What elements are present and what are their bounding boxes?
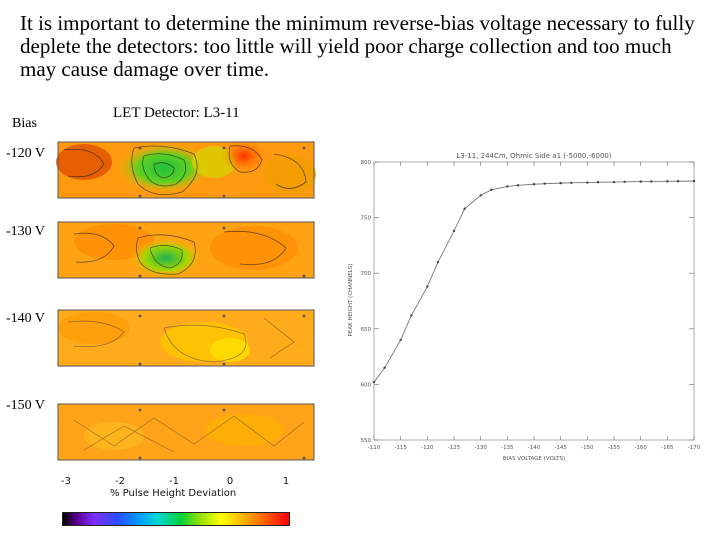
plot-frame bbox=[373, 161, 695, 441]
data-point bbox=[570, 181, 573, 184]
detector-title: LET Detector: L3-11 bbox=[113, 105, 240, 121]
bias-label-150: -150 V bbox=[6, 398, 46, 413]
y-tick-label: 800 bbox=[361, 160, 372, 166]
colorbar-gradient bbox=[62, 512, 290, 526]
peak-height-chart: L3-11, 244Cm, Ohmic Side a1 (-5000,-6000… bbox=[348, 152, 701, 462]
x-tick-label: -125 bbox=[448, 445, 461, 451]
colorbar-ticks: -3 -2 -1 0 1 bbox=[61, 476, 290, 490]
heatmap-130v bbox=[57, 221, 315, 279]
x-tick-label: -140 bbox=[528, 445, 541, 451]
chart-xlabel: BIAS VOLTAGE (VOLTS) bbox=[503, 456, 565, 462]
data-point bbox=[436, 260, 440, 264]
data-point bbox=[490, 188, 493, 191]
heatmap-120v bbox=[56, 140, 316, 199]
x-tick-label: -110 bbox=[368, 445, 381, 451]
data-point bbox=[623, 180, 626, 183]
data-point bbox=[586, 181, 589, 184]
y-tick-label: 650 bbox=[361, 327, 372, 333]
heatmap-150v bbox=[57, 403, 315, 461]
data-point bbox=[383, 366, 386, 369]
bias-label-130: -130 V bbox=[6, 224, 46, 239]
data-point bbox=[479, 194, 482, 197]
x-tick-label: -135 bbox=[501, 445, 514, 451]
chart-title: L3-11, 244Cm, Ohmic Side a1 (-5000,-6000… bbox=[456, 152, 612, 160]
colorbar: -3 -2 -1 0 1 % Pulse Height Deviation bbox=[61, 474, 290, 534]
data-point bbox=[666, 180, 669, 183]
chart-ylabel: PEAK HEIGHT (CHANNELS) bbox=[348, 264, 354, 337]
bias-header: Bias bbox=[12, 116, 37, 131]
data-point bbox=[692, 179, 696, 183]
data-point bbox=[516, 184, 520, 187]
bias-label-140: -140 V bbox=[6, 311, 46, 326]
data-point bbox=[399, 338, 402, 342]
data-point bbox=[650, 180, 653, 183]
intro-paragraph: It is important to determine the minimum… bbox=[20, 11, 695, 81]
x-tick-label: -115 bbox=[394, 445, 407, 451]
x-tick-label: -165 bbox=[661, 445, 674, 451]
colorbar-tick: -3 bbox=[61, 476, 71, 487]
bias-label-120: -120 V bbox=[6, 146, 46, 161]
data-point bbox=[452, 229, 456, 233]
x-tick-label: -150 bbox=[581, 445, 594, 451]
data-point bbox=[543, 182, 546, 185]
y-tick-label: 700 bbox=[361, 271, 372, 277]
colorbar-tick: -2 bbox=[115, 476, 125, 487]
data-point bbox=[463, 207, 466, 210]
data-point bbox=[506, 185, 509, 188]
y-tick-label: 550 bbox=[361, 438, 372, 444]
data-point bbox=[426, 285, 429, 288]
x-tick-label: -130 bbox=[474, 445, 487, 451]
data-point bbox=[410, 314, 413, 317]
y-tick-label: 750 bbox=[361, 216, 372, 222]
data-point bbox=[612, 180, 616, 184]
data-point bbox=[532, 183, 536, 186]
data-point bbox=[559, 181, 562, 185]
data-point bbox=[596, 181, 600, 184]
data-point bbox=[372, 380, 376, 384]
x-tick-label: -160 bbox=[634, 445, 647, 451]
colorbar-label: % Pulse Height Deviation bbox=[110, 488, 237, 499]
data-point bbox=[639, 180, 642, 183]
y-tick-label: 600 bbox=[361, 382, 372, 388]
x-tick-label: -170 bbox=[688, 445, 701, 451]
x-tick-label: -145 bbox=[554, 445, 567, 451]
x-tick-label: -155 bbox=[608, 445, 621, 451]
colorbar-tick: -1 bbox=[169, 476, 179, 487]
colorbar-tick: 1 bbox=[282, 476, 290, 487]
colorbar-tick: 0 bbox=[226, 476, 234, 487]
x-tick-label: -120 bbox=[421, 445, 434, 451]
data-point bbox=[676, 180, 680, 183]
heatmap-140v bbox=[57, 309, 315, 367]
